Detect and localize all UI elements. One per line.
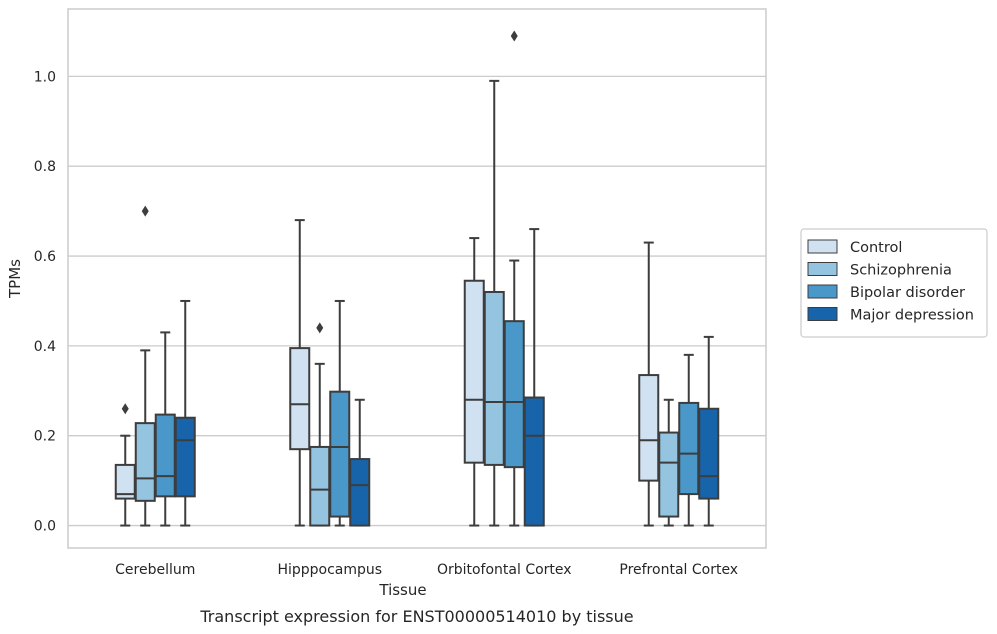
chart-caption: Transcript expression for ENST0000051401… xyxy=(199,607,633,626)
box-iqr xyxy=(349,458,371,527)
outlier-point xyxy=(510,30,518,42)
box-iqr xyxy=(289,347,311,451)
legend-swatch xyxy=(807,239,838,254)
box-iqr xyxy=(658,431,680,518)
box-iqr xyxy=(638,374,660,482)
x-tick-label: Hipppocampus xyxy=(277,562,382,578)
legend-frame xyxy=(800,228,988,338)
y-tick-label: 0.6 xyxy=(34,249,56,265)
x-tick-label: Prefrontal Cortex xyxy=(619,562,738,578)
outlier-point xyxy=(121,403,129,415)
box-schizophrenia xyxy=(483,79,505,527)
y-tick-label: 0.2 xyxy=(34,429,56,445)
box-major-depression xyxy=(349,398,371,527)
y-tick-labels: 0.0 0.2 0.4 0.6 0.8 1.0 xyxy=(34,69,56,534)
legend-swatch xyxy=(807,262,838,276)
plot-frame xyxy=(67,8,767,549)
box-major-depression xyxy=(174,299,196,527)
box-iqr xyxy=(698,407,720,500)
box-schizophrenia xyxy=(658,398,680,527)
legend-swatch xyxy=(807,307,838,321)
box-iqr xyxy=(134,422,156,502)
legend-label: Control xyxy=(850,240,902,256)
y-tick-label: 0.0 xyxy=(34,519,56,535)
box-iqr xyxy=(154,413,176,498)
x-tick-label: Orbitofontal Cortex xyxy=(437,562,572,578)
box-major-depression xyxy=(523,228,545,527)
x-tick-label: Cerebellum xyxy=(115,562,195,578)
box-bipolar-disorder xyxy=(329,299,351,527)
x-tick-labels: Cerebellum Hipppocampus Orbitofontal Corte… xyxy=(115,562,738,578)
box-iqr xyxy=(329,390,351,518)
box-iqr xyxy=(483,290,505,466)
y-tick-label: 0.4 xyxy=(34,339,56,355)
legend-swatch xyxy=(807,284,838,299)
boxes xyxy=(114,30,720,527)
box-control xyxy=(114,403,136,527)
box-iqr xyxy=(678,401,700,496)
box-control xyxy=(463,237,485,527)
box-schizophrenia xyxy=(134,205,156,527)
y-tick-label: 0.8 xyxy=(34,159,56,175)
outlier-point xyxy=(316,322,324,334)
box-iqr xyxy=(174,416,196,498)
box-iqr xyxy=(523,396,545,527)
box-bipolar-disorder xyxy=(503,30,525,527)
y-axis-label: TPMs xyxy=(6,259,24,299)
box-iqr xyxy=(463,279,485,464)
y-tick-label: 1.0 xyxy=(34,69,56,85)
box-iqr xyxy=(503,320,525,469)
legend-label: Bipolar disorder xyxy=(850,285,965,301)
legend: Control Schizophrenia Bipolar disorder Majo… xyxy=(800,228,988,338)
box-major-depression xyxy=(698,335,720,527)
legend-label: Major depression xyxy=(850,308,974,324)
x-axis-label: Tissue xyxy=(378,581,426,599)
box-control xyxy=(638,241,660,527)
legend-label: Schizophrenia xyxy=(850,263,952,279)
box-iqr xyxy=(309,445,331,527)
box-control xyxy=(289,219,311,527)
outlier-point xyxy=(141,205,149,217)
